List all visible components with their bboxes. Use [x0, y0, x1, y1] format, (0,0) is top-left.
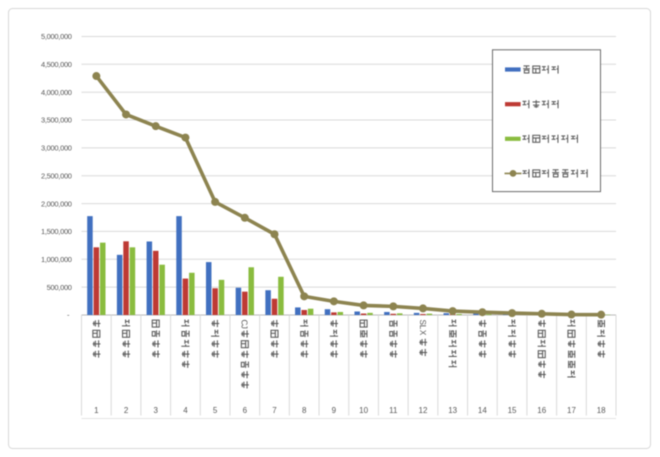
svg-text:S: S [418, 320, 427, 326]
svg-text:15: 15 [508, 406, 517, 415]
svg-text:4,500,000: 4,500,000 [41, 60, 72, 69]
svg-text:13: 13 [448, 406, 457, 415]
svg-text:2,000,000: 2,000,000 [41, 199, 72, 208]
svg-text:3,000,000: 3,000,000 [41, 144, 72, 153]
svg-text:J: J [240, 325, 249, 329]
svg-text:C: C [240, 320, 249, 326]
svg-text:2,500,000: 2,500,000 [41, 171, 72, 180]
svg-text:5: 5 [213, 406, 218, 415]
svg-text:1,500,000: 1,500,000 [41, 227, 72, 236]
svg-text:4,000,000: 4,000,000 [41, 88, 72, 97]
svg-text:14: 14 [478, 406, 487, 415]
svg-text:5,000,000: 5,000,000 [41, 32, 72, 41]
svg-text:6: 6 [243, 406, 248, 415]
svg-text:17: 17 [567, 406, 576, 415]
svg-text:7: 7 [272, 406, 277, 415]
svg-text:12: 12 [419, 406, 428, 415]
svg-text:10: 10 [359, 406, 368, 415]
svg-text:11: 11 [389, 406, 398, 415]
svg-text:9: 9 [332, 406, 337, 415]
svg-text:8: 8 [302, 406, 307, 415]
svg-text:4: 4 [183, 406, 188, 415]
svg-text:-: - [67, 311, 70, 320]
svg-text:18: 18 [597, 406, 606, 415]
svg-text:16: 16 [537, 406, 546, 415]
svg-text:3,500,000: 3,500,000 [41, 116, 72, 125]
svg-text:1: 1 [94, 406, 99, 415]
svg-text:2: 2 [124, 406, 129, 415]
svg-text:500,000: 500,000 [47, 283, 72, 292]
svg-text:X: X [418, 330, 427, 336]
svg-text:L: L [418, 325, 427, 330]
svg-text:1,000,000: 1,000,000 [41, 255, 72, 264]
svg-text:3: 3 [154, 406, 159, 415]
